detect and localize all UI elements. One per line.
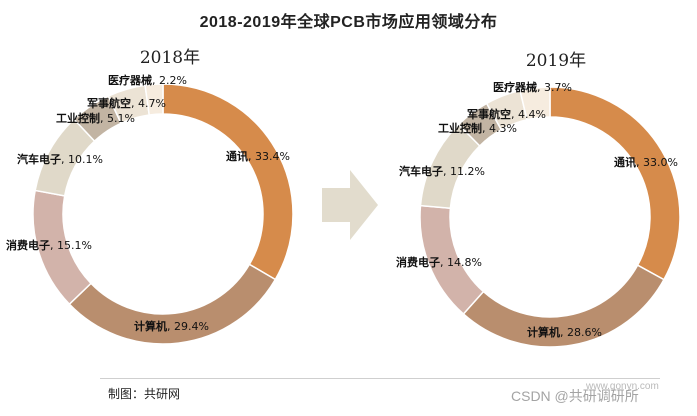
slice-label: 工业控制, 4.3% (438, 121, 517, 135)
slice-通讯 (549, 86, 681, 281)
source-note: 制图：共研网 (108, 387, 181, 401)
donut-year-title: 2019年 (526, 51, 586, 71)
slice-label: 军事航空, 4.4% (467, 107, 546, 121)
slice-label: 消费电子, 14.8% (396, 255, 482, 269)
slice-label: 汽车电子, 11.2% (399, 164, 485, 178)
slice-通讯 (162, 83, 294, 281)
right-arrow-icon (322, 170, 378, 240)
slice-label: 计算机, 29.4% (134, 319, 209, 333)
slice-label: 工业控制, 5.1% (56, 111, 135, 125)
slice-label: 消费电子, 15.1% (6, 238, 92, 252)
chart-title: 2018-2019年全球PCB市场应用领域分布 (199, 14, 498, 31)
donut-2018 (32, 83, 294, 345)
slice-label: 通讯, 33.4% (226, 150, 290, 163)
slice-label: 计算机, 28.6% (527, 325, 602, 339)
footer-divider (100, 378, 660, 379)
watermark-url: www.gonyn.com (586, 381, 659, 392)
slice-label: 通讯, 33.0% (614, 156, 678, 169)
donut-2019 (419, 86, 681, 348)
slice-医疗器械 (144, 83, 164, 116)
slice-label: 汽车电子, 10.1% (17, 152, 103, 166)
watermark: CSDN @共研调研所 (511, 388, 639, 404)
slice-label: 医疗器械, 2.2% (108, 73, 187, 87)
slice-医疗器械 (519, 86, 551, 121)
slice-label: 医疗器械, 3.7% (493, 80, 572, 94)
donut-year-title: 2018年 (140, 48, 200, 68)
slice-label: 军事航空, 4.7% (87, 96, 166, 110)
